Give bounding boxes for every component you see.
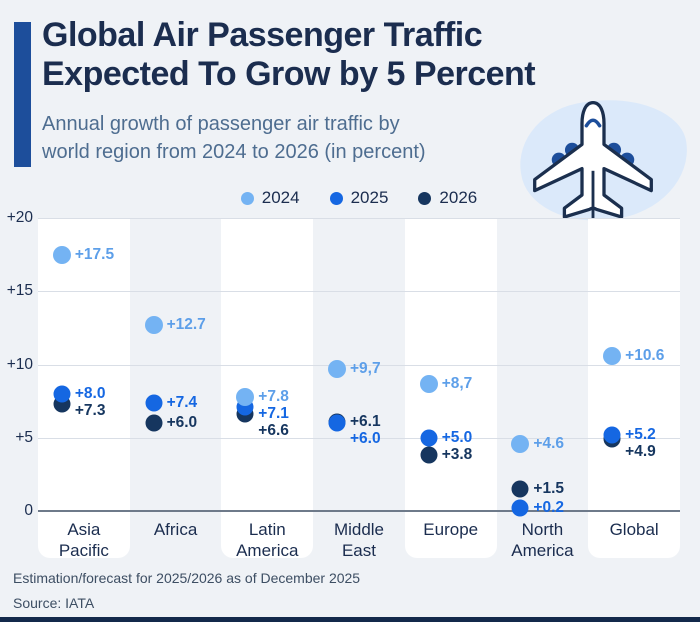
x-label-north-america: North America <box>511 520 574 560</box>
value-label-latin-america-2026: +6.6 <box>258 421 289 439</box>
chart-subtitle: Annual growth of passenger air traffic b… <box>42 110 522 166</box>
x-label-global: Global <box>609 520 659 539</box>
x-label-latin-america: Latin America <box>236 520 299 560</box>
data-point-north-america-2026 <box>511 480 529 498</box>
value-label-global-2026: +4.9 <box>625 442 656 460</box>
value-label-global-2025: +5.2 <box>625 425 656 443</box>
column-band-asia-pacific <box>38 218 130 558</box>
value-label-latin-america-2025: +7.1 <box>258 404 289 422</box>
data-point-global-2024 <box>603 346 622 365</box>
value-label-africa-2024: +12.7 <box>166 315 206 333</box>
gridline-5 <box>38 437 680 439</box>
column-band-global <box>588 218 680 558</box>
page-title: Global Air Passenger Traffic Expected To… <box>42 16 682 94</box>
column-band-latin-america <box>221 218 314 558</box>
legend-label-2025: 2025 <box>350 188 389 207</box>
x-label-europe: Europe <box>423 520 479 539</box>
legend-item-2025: 2025 <box>329 188 389 208</box>
value-label-asia-pacific-2025: +8.0 <box>74 384 106 402</box>
data-point-latin-america-2024 <box>236 387 255 406</box>
data-point-asia-pacific-2024 <box>52 245 71 264</box>
subtitle-line-2: world region from 2024 to 2026 (in perce… <box>42 141 426 163</box>
title-line-2: Expected To Grow by 5 Percent <box>42 55 536 93</box>
footer-source: Source: IATA <box>13 595 95 611</box>
value-label-europe-2026: +3.8 <box>441 446 473 464</box>
zero-axis-line <box>38 510 680 512</box>
value-label-africa-2026: +6.0 <box>166 414 198 432</box>
value-label-africa-2025: +7.4 <box>166 393 198 411</box>
value-label-asia-pacific-2026: +7.3 <box>74 401 106 419</box>
value-label-middle-east-2024: +9,7 <box>350 359 381 377</box>
x-label-middle-east: Middle East <box>333 520 385 560</box>
y-tick-0: 0 <box>24 502 33 519</box>
y-tick-+20: +20 <box>6 209 33 226</box>
data-point-global-2025 <box>603 426 621 444</box>
gridline-10 <box>38 364 680 366</box>
value-label-asia-pacific-2024: +17.5 <box>74 245 115 263</box>
value-label-middle-east-2026: +6.1 <box>350 412 381 430</box>
data-point-middle-east-2024 <box>328 359 346 378</box>
y-tick-+10: +10 <box>6 355 33 373</box>
y-tick-+5: +5 <box>15 428 33 446</box>
value-label-europe-2024: +8,7 <box>441 374 473 392</box>
title-accent-bar <box>14 22 31 167</box>
data-point-europe-2025 <box>420 429 438 447</box>
value-label-north-america-2026: +1.5 <box>533 480 565 498</box>
value-label-middle-east-2025: +6.0 <box>350 429 381 447</box>
legend-dot-2026 <box>418 191 432 205</box>
legend-label-2026: 2026 <box>439 188 478 207</box>
subtitle-line-1: Annual growth of passenger air traffic b… <box>42 113 400 135</box>
bottom-accent-bar <box>0 617 700 622</box>
gridline-15 <box>38 291 680 293</box>
data-point-asia-pacific-2025 <box>53 385 71 403</box>
data-point-north-america-2024 <box>511 434 530 453</box>
value-label-europe-2025: +5.0 <box>441 428 473 446</box>
data-point-europe-2024 <box>419 374 438 393</box>
value-label-north-america-2025: +0.2 <box>533 499 565 517</box>
gridline-20 <box>38 218 680 219</box>
value-label-global-2024: +10.6 <box>625 346 665 364</box>
x-label-asia-pacific: Asia Pacific <box>58 520 109 560</box>
data-point-africa-2026 <box>145 414 163 432</box>
footer-note: Estimation/forecast for 2025/2026 as of … <box>13 570 361 586</box>
legend-dot-2025 <box>329 191 343 205</box>
legend-item-2024: 2024 <box>240 188 300 208</box>
data-point-africa-2025 <box>145 394 163 412</box>
legend-item-2026: 2026 <box>418 188 477 208</box>
x-label-africa: Africa <box>153 520 198 539</box>
legend: 2024 2025 2026 <box>38 187 680 209</box>
legend-dot-2024 <box>240 191 254 205</box>
data-point-north-america-2025 <box>511 499 529 517</box>
y-tick-+15: +15 <box>6 282 33 300</box>
title-line-1: Global Air Passenger Traffic <box>42 16 483 54</box>
legend-label-2024: 2024 <box>261 188 300 207</box>
value-label-latin-america-2024: +7.8 <box>258 387 289 405</box>
data-point-africa-2024 <box>144 315 163 334</box>
data-point-middle-east-2025 <box>328 414 346 432</box>
airplane-icon <box>533 100 653 222</box>
data-point-europe-2026 <box>420 446 438 464</box>
value-label-north-america-2024: +4.6 <box>533 434 565 452</box>
